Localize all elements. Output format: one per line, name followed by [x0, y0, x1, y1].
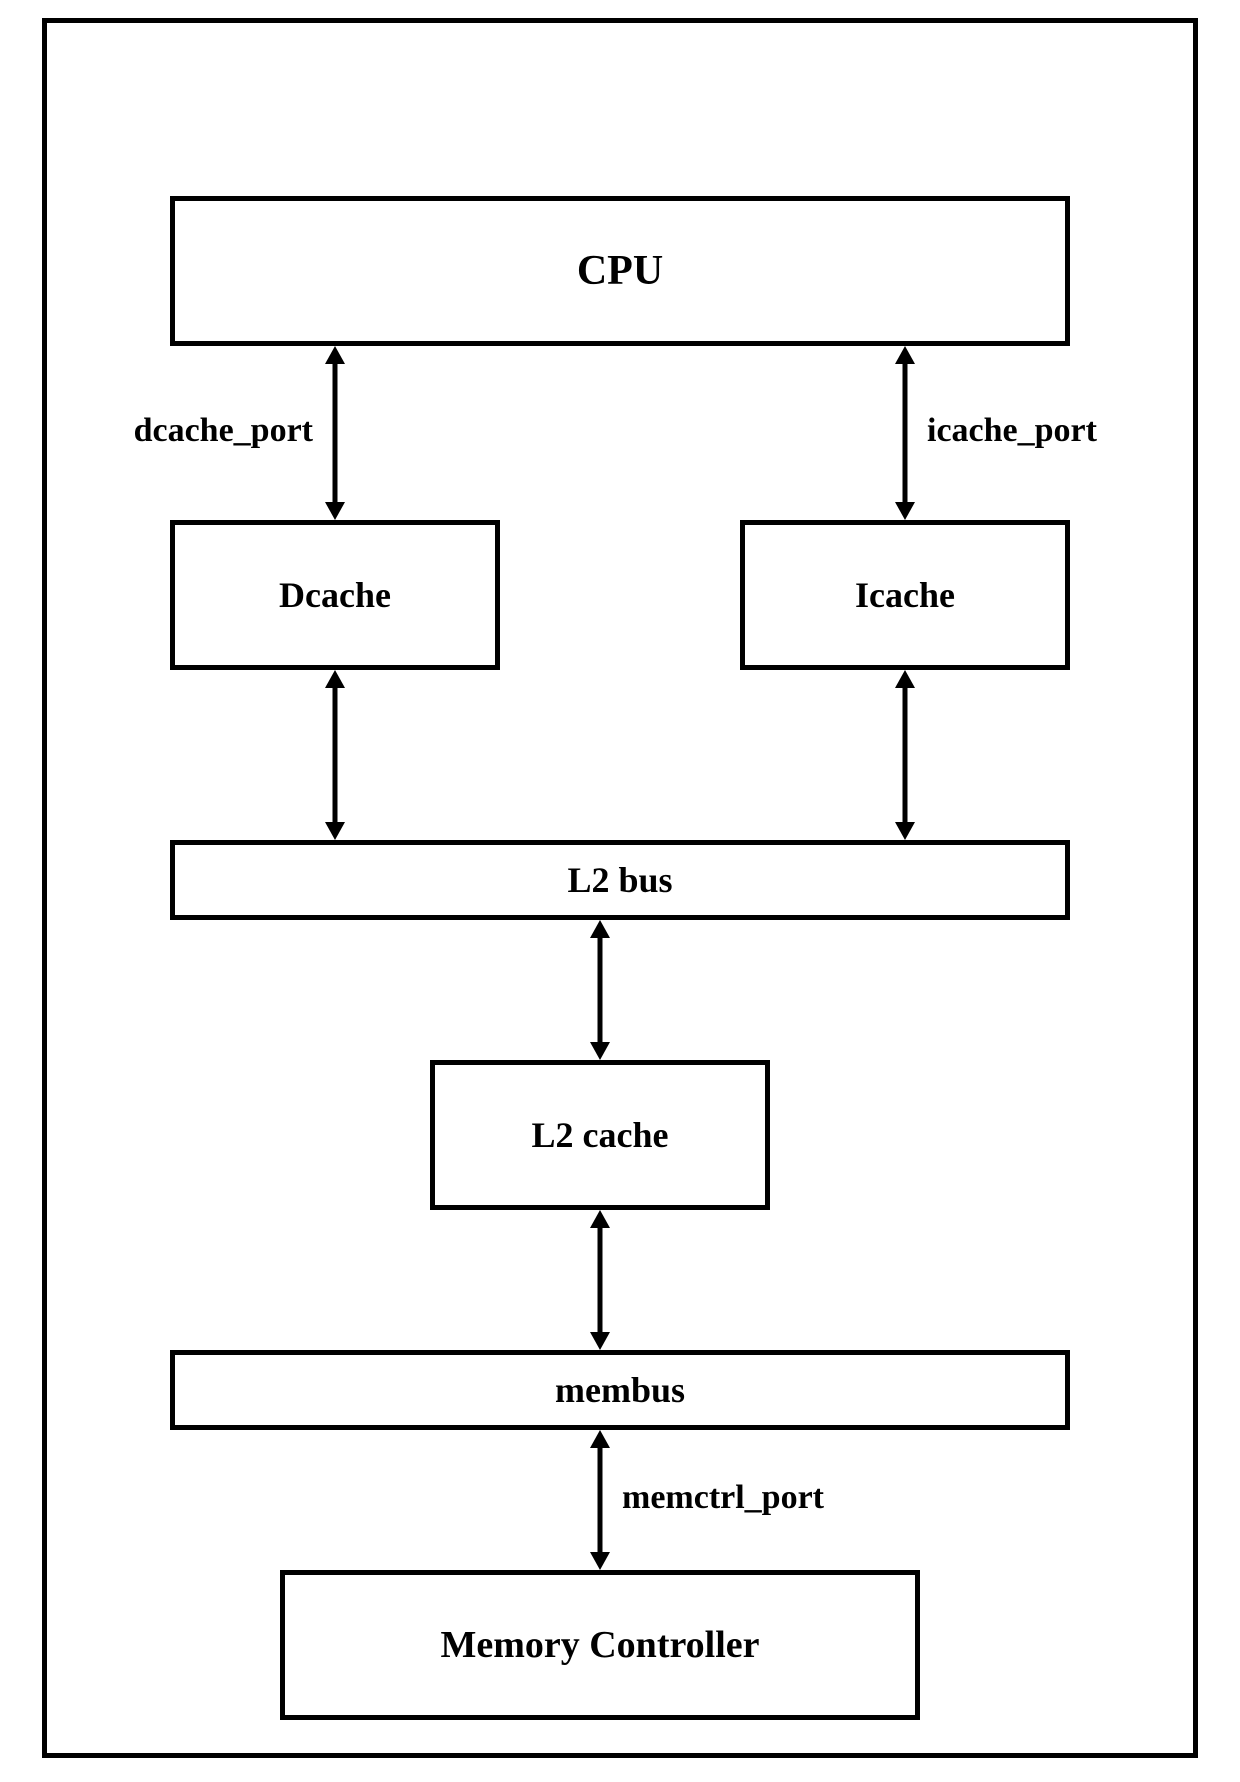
edge-icache-l2bus	[885, 670, 925, 840]
node-l2bus-label: L2 bus	[567, 859, 672, 901]
node-l2bus: L2 bus	[170, 840, 1070, 920]
edge-l2bus-l2cache	[580, 920, 620, 1060]
node-memctrl: Memory Controller	[280, 1570, 920, 1720]
node-l2cache: L2 cache	[430, 1060, 770, 1210]
node-l2cache-label: L2 cache	[532, 1114, 669, 1156]
edge-cpu-dcache	[315, 346, 355, 520]
node-cpu: CPU	[170, 196, 1070, 346]
node-dcache-label: Dcache	[279, 574, 391, 616]
diagram-canvas: CPU Dcache Icache L2 bus L2 cache membus…	[0, 0, 1240, 1782]
edge-label-cpu-icache: icache_port	[927, 412, 1097, 450]
edge-cpu-icache	[885, 346, 925, 520]
edge-label-membus-memctrl: memctrl_port	[622, 1479, 824, 1517]
edge-membus-memctrl	[580, 1430, 620, 1570]
edge-l2cache-membus	[580, 1210, 620, 1350]
node-cpu-label: CPU	[577, 247, 663, 295]
node-dcache: Dcache	[170, 520, 500, 670]
node-membus: membus	[170, 1350, 1070, 1430]
node-memctrl-label: Memory Controller	[440, 1623, 759, 1667]
node-icache: Icache	[740, 520, 1070, 670]
edge-label-cpu-dcache: dcache_port	[134, 412, 313, 450]
node-icache-label: Icache	[855, 574, 955, 616]
edge-dcache-l2bus	[315, 670, 355, 840]
node-membus-label: membus	[555, 1369, 685, 1411]
